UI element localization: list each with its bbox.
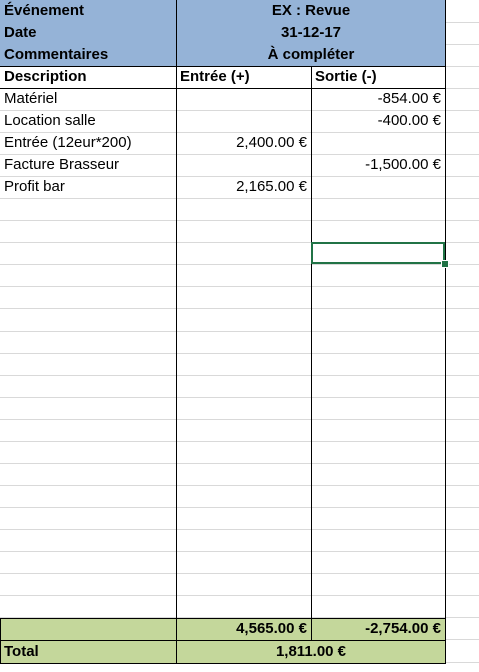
subtotal-bottom-border bbox=[0, 640, 446, 641]
gridline bbox=[0, 220, 479, 221]
gridline bbox=[0, 132, 479, 133]
header-labels: Événement Date Commentaires bbox=[0, 0, 176, 66]
row-sortie[interactable]: -400.00 € bbox=[377, 112, 441, 129]
column-border bbox=[311, 66, 312, 641]
active-cell-selection[interactable] bbox=[311, 242, 445, 264]
row-entree[interactable]: 2,400.00 € bbox=[236, 134, 307, 151]
gridline bbox=[0, 441, 479, 442]
header-label-comments[interactable]: Commentaires bbox=[4, 46, 109, 63]
gridline bbox=[0, 485, 479, 486]
header-label-date[interactable]: Date bbox=[4, 24, 37, 41]
gridline bbox=[0, 573, 479, 574]
table-right-border bbox=[445, 0, 446, 663]
column-header-description[interactable]: Description bbox=[4, 68, 87, 85]
header-bottom-border bbox=[0, 66, 446, 67]
gridline bbox=[0, 529, 479, 530]
gridline bbox=[0, 154, 479, 155]
header-block bbox=[0, 0, 445, 66]
column-header-bottom-border bbox=[0, 88, 446, 89]
gridline bbox=[0, 375, 479, 376]
subtotal-entree[interactable]: 4,565.00 € bbox=[236, 620, 307, 637]
gridline bbox=[0, 397, 479, 398]
row-description[interactable]: Profit bar bbox=[4, 178, 65, 195]
gridline bbox=[0, 198, 479, 199]
column-border bbox=[176, 0, 177, 663]
gridline bbox=[0, 595, 479, 596]
subtotal-row-bg bbox=[0, 618, 445, 640]
row-entree[interactable] bbox=[177, 88, 311, 110]
header-value-event[interactable]: EX : Revue bbox=[271, 2, 351, 19]
total-label[interactable]: Total bbox=[4, 643, 39, 660]
gridline bbox=[0, 463, 479, 464]
row-sortie[interactable] bbox=[312, 132, 445, 154]
row-sortie[interactable]: -1,500.00 € bbox=[365, 156, 441, 173]
gridline bbox=[0, 286, 479, 287]
column-header-entree[interactable]: Entrée (+) bbox=[180, 68, 250, 85]
row-entree[interactable] bbox=[177, 154, 311, 176]
header-label-event[interactable]: Événement bbox=[4, 2, 85, 19]
header-values: EX : Revue 31-12-17 À compléter bbox=[177, 0, 445, 66]
gridline bbox=[0, 507, 479, 508]
gridline bbox=[0, 242, 479, 243]
gridline bbox=[0, 308, 479, 309]
row-entree[interactable] bbox=[177, 110, 311, 132]
header-value-comments[interactable]: À compléter bbox=[267, 46, 355, 63]
gridline bbox=[0, 617, 479, 618]
total-bottom-border bbox=[0, 663, 446, 664]
column-header-sortie[interactable]: Sortie (-) bbox=[315, 68, 377, 85]
subtotal-sortie[interactable]: -2,754.00 € bbox=[365, 620, 441, 637]
row-description[interactable]: Entrée (12eur*200) bbox=[4, 134, 132, 151]
gridline bbox=[0, 264, 479, 265]
gridline bbox=[0, 551, 479, 552]
row-description[interactable]: Facture Brasseur bbox=[4, 156, 120, 173]
row-description[interactable]: Location salle bbox=[4, 112, 96, 129]
fill-handle[interactable] bbox=[441, 260, 449, 268]
subtotal-top-border bbox=[0, 618, 446, 619]
total-row-bg bbox=[0, 641, 445, 663]
gridline bbox=[0, 353, 479, 354]
gridline bbox=[0, 110, 479, 111]
gridline bbox=[0, 331, 479, 332]
row-sortie[interactable]: -854.00 € bbox=[377, 90, 441, 107]
header-value-date[interactable]: 31-12-17 bbox=[280, 24, 342, 41]
gridline bbox=[0, 176, 479, 177]
row-sortie[interactable] bbox=[312, 176, 445, 198]
gridline bbox=[0, 419, 479, 420]
total-net[interactable]: 1,811.00 € bbox=[275, 643, 347, 660]
row-entree[interactable]: 2,165.00 € bbox=[236, 178, 307, 195]
row-description[interactable]: Matériel bbox=[4, 90, 58, 107]
